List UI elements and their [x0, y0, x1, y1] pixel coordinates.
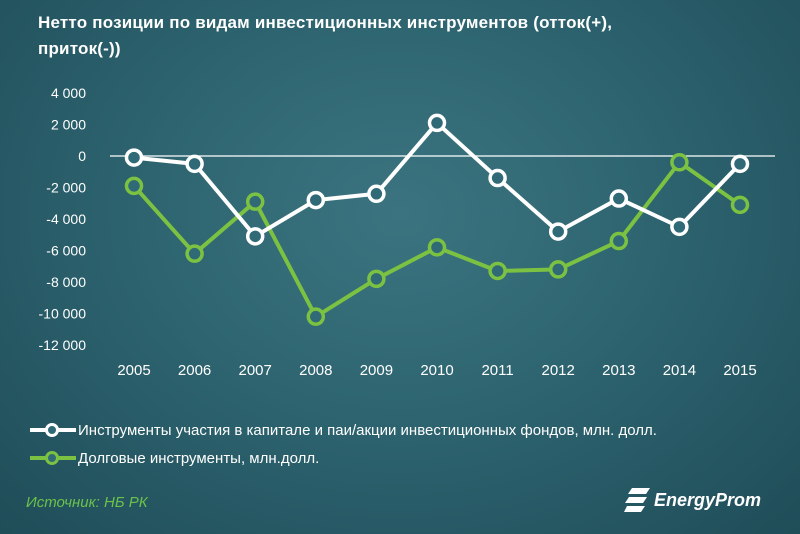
y-tick-label: -10 000 — [39, 306, 87, 322]
data-point-debt — [609, 231, 629, 251]
legend-swatch-equity — [30, 422, 76, 438]
y-tick-label: -12 000 — [39, 337, 87, 353]
data-point-debt — [548, 260, 568, 279]
x-tick-label: 2013 — [602, 362, 635, 379]
y-tick-label: 4 000 — [51, 85, 86, 101]
data-point-debt — [124, 176, 144, 196]
series-line-equity — [132, 120, 742, 239]
data-point-debt — [245, 192, 265, 211]
x-tick-label: 2009 — [360, 362, 393, 379]
y-tick-label: -8 000 — [46, 274, 86, 290]
data-point-debt — [427, 238, 447, 257]
data-point-equity — [609, 189, 629, 208]
data-point-debt — [488, 261, 507, 281]
data-point-equity — [367, 184, 386, 204]
x-tick-label: 2010 — [420, 362, 453, 379]
brand-logo: EnergyProm — [624, 488, 761, 512]
x-tick-label: 2014 — [663, 362, 696, 379]
x-tick-label: 2011 — [481, 362, 513, 379]
data-point-debt — [730, 195, 750, 215]
legend-swatch-debt — [30, 450, 76, 466]
data-point-equity — [730, 154, 750, 174]
x-tick-label: 2015 — [723, 362, 756, 379]
data-point-equity — [670, 217, 689, 237]
data-point-equity — [548, 222, 568, 241]
y-tick-label: -6 000 — [46, 243, 86, 259]
data-point-equity — [185, 154, 204, 174]
legend-label-debt: Долговые инструменты, млн.долл. — [78, 449, 320, 467]
brand-name: EnergyProm — [654, 489, 762, 510]
legend-label-equity: Инструменты участия в капитале и паи/акц… — [78, 421, 657, 439]
energyprom-logo-icon — [624, 488, 650, 512]
source-note: Источник: НБ РК — [26, 494, 148, 511]
y-tick-label: 0 — [78, 148, 86, 164]
data-point-equity — [124, 148, 144, 167]
y-tick-label: -4 000 — [46, 211, 86, 227]
chart-title: Нетто позиции по видам инвестиционных ин… — [38, 13, 613, 58]
y-tick-label: -2 000 — [46, 180, 86, 196]
legend-item-debt: Долговые инструменты, млн.долл. — [30, 444, 657, 472]
x-tick-label: 2007 — [239, 362, 272, 379]
x-tick-label: 2012 — [542, 362, 575, 379]
data-point-debt — [367, 269, 386, 289]
x-tick-label: 2005 — [117, 362, 150, 379]
data-point-equity — [488, 168, 507, 188]
x-tick-label: 2008 — [299, 362, 332, 379]
data-point-equity — [306, 190, 326, 210]
data-point-debt — [306, 307, 326, 326]
legend: Инструменты участия в капитале и паи/акц… — [30, 416, 657, 472]
x-tick-label: 2006 — [178, 362, 211, 379]
data-point-debt — [670, 153, 689, 172]
data-point-debt — [185, 244, 204, 263]
data-point-equity — [427, 113, 447, 133]
legend-item-equity: Инструменты участия в капитале и паи/акц… — [30, 416, 657, 444]
data-point-equity — [245, 227, 265, 246]
y-tick-label: 2 000 — [51, 117, 86, 133]
